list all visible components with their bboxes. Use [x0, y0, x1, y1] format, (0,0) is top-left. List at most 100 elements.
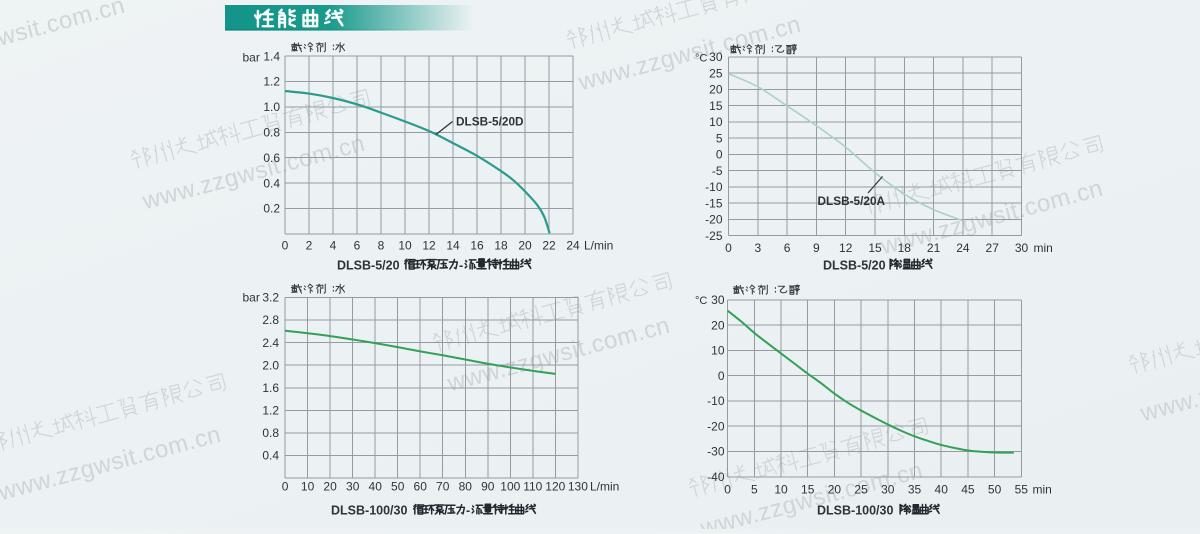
- svg-text:14: 14: [446, 239, 460, 253]
- svg-text:1.4: 1.4: [263, 49, 280, 63]
- svg-text:5: 5: [751, 482, 758, 496]
- svg-text:25: 25: [854, 482, 868, 496]
- svg-text:DLSB-100/30: DLSB-100/30: [817, 503, 893, 517]
- svg-text:0: 0: [282, 480, 289, 494]
- svg-text:0.4: 0.4: [263, 176, 280, 190]
- svg-text:2.4: 2.4: [262, 336, 279, 350]
- svg-text:21: 21: [927, 241, 941, 255]
- svg-text:1.2: 1.2: [263, 75, 280, 89]
- svg-text:0.8: 0.8: [262, 426, 279, 440]
- svg-text:1.0: 1.0: [263, 100, 280, 114]
- svg-text:-: -: [466, 503, 470, 517]
- svg-text:15: 15: [709, 99, 723, 113]
- svg-text:°C: °C: [695, 295, 707, 307]
- svg-text:www.zzgwsit.com.cn: www.zzgwsit.com.cn: [139, 130, 368, 216]
- svg-text:min: min: [1033, 482, 1052, 496]
- svg-text:10: 10: [709, 115, 723, 129]
- svg-text:18: 18: [898, 241, 912, 255]
- svg-text:-15: -15: [705, 196, 723, 210]
- svg-text:0: 0: [282, 239, 289, 253]
- svg-text:35: 35: [908, 482, 922, 496]
- svg-text:22: 22: [542, 239, 556, 253]
- svg-text:8: 8: [378, 239, 385, 253]
- svg-text:30: 30: [346, 480, 360, 494]
- svg-text:DLSB-5/20: DLSB-5/20: [823, 258, 886, 272]
- svg-text:10: 10: [398, 239, 412, 253]
- svg-text:bar: bar: [243, 50, 260, 64]
- svg-text:15: 15: [801, 482, 815, 496]
- svg-text:-20: -20: [707, 419, 725, 433]
- svg-text:DLSB-5/20D: DLSB-5/20D: [456, 115, 524, 129]
- svg-text:-10: -10: [707, 394, 725, 408]
- svg-text:2: 2: [306, 239, 313, 253]
- svg-text:40: 40: [369, 480, 383, 494]
- svg-text:30: 30: [709, 50, 723, 64]
- svg-text:-: -: [459, 258, 463, 272]
- svg-text:0: 0: [725, 241, 732, 255]
- svg-text:1.2: 1.2: [262, 404, 279, 418]
- svg-text:www.zzgwsit.com.cn: www.zzgwsit.com.cn: [0, 421, 224, 507]
- svg-text:70: 70: [436, 480, 450, 494]
- svg-text:L/min: L/min: [590, 480, 619, 494]
- svg-text:2.0: 2.0: [262, 358, 279, 372]
- svg-text:9: 9: [813, 241, 820, 255]
- svg-text:130: 130: [568, 480, 588, 494]
- svg-text:2.8: 2.8: [262, 313, 279, 327]
- svg-text:18: 18: [494, 239, 508, 253]
- svg-text:10: 10: [711, 344, 725, 358]
- svg-text:L/min: L/min: [584, 239, 613, 253]
- svg-text:1.6: 1.6: [262, 381, 279, 395]
- svg-text:27: 27: [986, 241, 1000, 255]
- svg-text:DLSB-5/20A: DLSB-5/20A: [818, 194, 886, 208]
- svg-text:-30: -30: [707, 445, 725, 459]
- svg-text:3.2: 3.2: [262, 291, 279, 305]
- svg-text:12: 12: [839, 241, 853, 255]
- svg-text:90: 90: [481, 480, 495, 494]
- svg-text:4: 4: [330, 239, 337, 253]
- svg-text:30: 30: [711, 293, 725, 307]
- svg-text:0.6: 0.6: [263, 151, 280, 165]
- svg-text:6: 6: [354, 239, 361, 253]
- svg-text:20: 20: [709, 83, 723, 97]
- svg-text:0: 0: [716, 148, 723, 162]
- svg-text:0: 0: [724, 482, 731, 496]
- svg-text:0.2: 0.2: [263, 202, 280, 216]
- svg-text:6: 6: [784, 241, 791, 255]
- svg-text:www.zzgwsit.com.cn: www.zzgwsit.com.cn: [575, 11, 804, 97]
- svg-text:50: 50: [988, 482, 1002, 496]
- svg-text:-5: -5: [712, 164, 723, 178]
- svg-text:10: 10: [774, 482, 788, 496]
- svg-text:DLSB-100/30: DLSB-100/30: [331, 503, 407, 517]
- svg-text:www.zzgwsit.com.cn: www.zzgwsit.com.cn: [444, 312, 673, 398]
- svg-text:20: 20: [711, 318, 725, 332]
- svg-text:24: 24: [566, 239, 580, 253]
- svg-text:15: 15: [868, 241, 882, 255]
- svg-text:110: 110: [523, 480, 542, 494]
- svg-text:5: 5: [716, 131, 723, 145]
- svg-text:3: 3: [754, 241, 761, 255]
- svg-text:45: 45: [961, 482, 975, 496]
- svg-text:100: 100: [500, 480, 520, 494]
- svg-text:www.zzgwsit.com.cn: www.zzgwsit.com.cn: [0, 0, 128, 77]
- svg-text:20: 20: [518, 239, 532, 253]
- svg-text:min: min: [1034, 241, 1053, 255]
- svg-text:55: 55: [1015, 482, 1029, 496]
- svg-text:-40: -40: [707, 470, 725, 484]
- svg-text:12: 12: [422, 239, 436, 253]
- svg-text:50: 50: [391, 480, 405, 494]
- svg-text:bar: bar: [243, 291, 260, 305]
- svg-text:40: 40: [935, 482, 949, 496]
- svg-text:0: 0: [718, 369, 725, 383]
- svg-text:16: 16: [470, 239, 484, 253]
- svg-text:DLSB-5/20: DLSB-5/20: [337, 258, 400, 272]
- svg-text:°C: °C: [695, 53, 707, 65]
- svg-text:-10: -10: [705, 180, 723, 194]
- svg-text:0.8: 0.8: [263, 126, 280, 140]
- svg-text:20: 20: [323, 480, 337, 494]
- svg-text:20: 20: [828, 482, 842, 496]
- svg-text:24: 24: [956, 241, 970, 255]
- svg-text:120: 120: [545, 480, 565, 494]
- svg-text:0.4: 0.4: [262, 449, 279, 463]
- svg-text:30: 30: [1015, 241, 1029, 255]
- svg-text:25: 25: [709, 66, 723, 80]
